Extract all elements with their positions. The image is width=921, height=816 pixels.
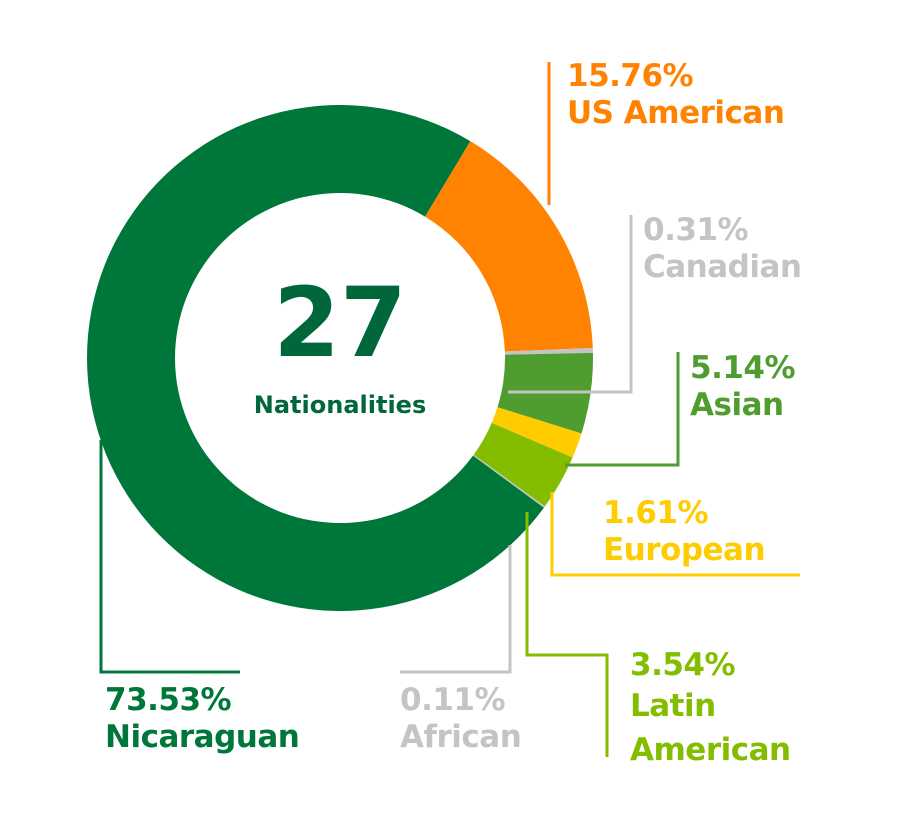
center-value: 27 [273, 267, 407, 379]
leader-line [550, 492, 800, 577]
value-label: 3.54% [630, 647, 736, 683]
value-label: 0.11% [400, 682, 506, 718]
value-label: 1.61% [603, 495, 709, 531]
leader-line [99, 440, 240, 674]
category-label: US American [567, 95, 785, 131]
value-label: 5.14% [690, 350, 796, 386]
leader-line [400, 545, 512, 674]
donut-slice [473, 422, 573, 507]
category-label: European [603, 532, 766, 568]
category-label: Nicaraguan [105, 719, 300, 755]
donut-slice [504, 348, 593, 355]
value-label: 73.53% [105, 682, 232, 718]
donut-slice [86, 104, 544, 612]
center-label: Nationalities [253, 391, 427, 419]
category-label: African [400, 719, 522, 755]
category-label: Asian [690, 387, 784, 423]
value-label: 0.31% [643, 212, 749, 248]
category-label: Latin American [630, 688, 791, 768]
leader-line [525, 512, 609, 757]
category-label: Canadian [643, 249, 802, 285]
donut-slice [472, 454, 545, 508]
leader-line [508, 215, 633, 394]
donut-slice [491, 407, 582, 458]
value-label: 15.76% [567, 58, 694, 94]
leader-line [565, 352, 680, 467]
donut-slice [424, 141, 593, 352]
